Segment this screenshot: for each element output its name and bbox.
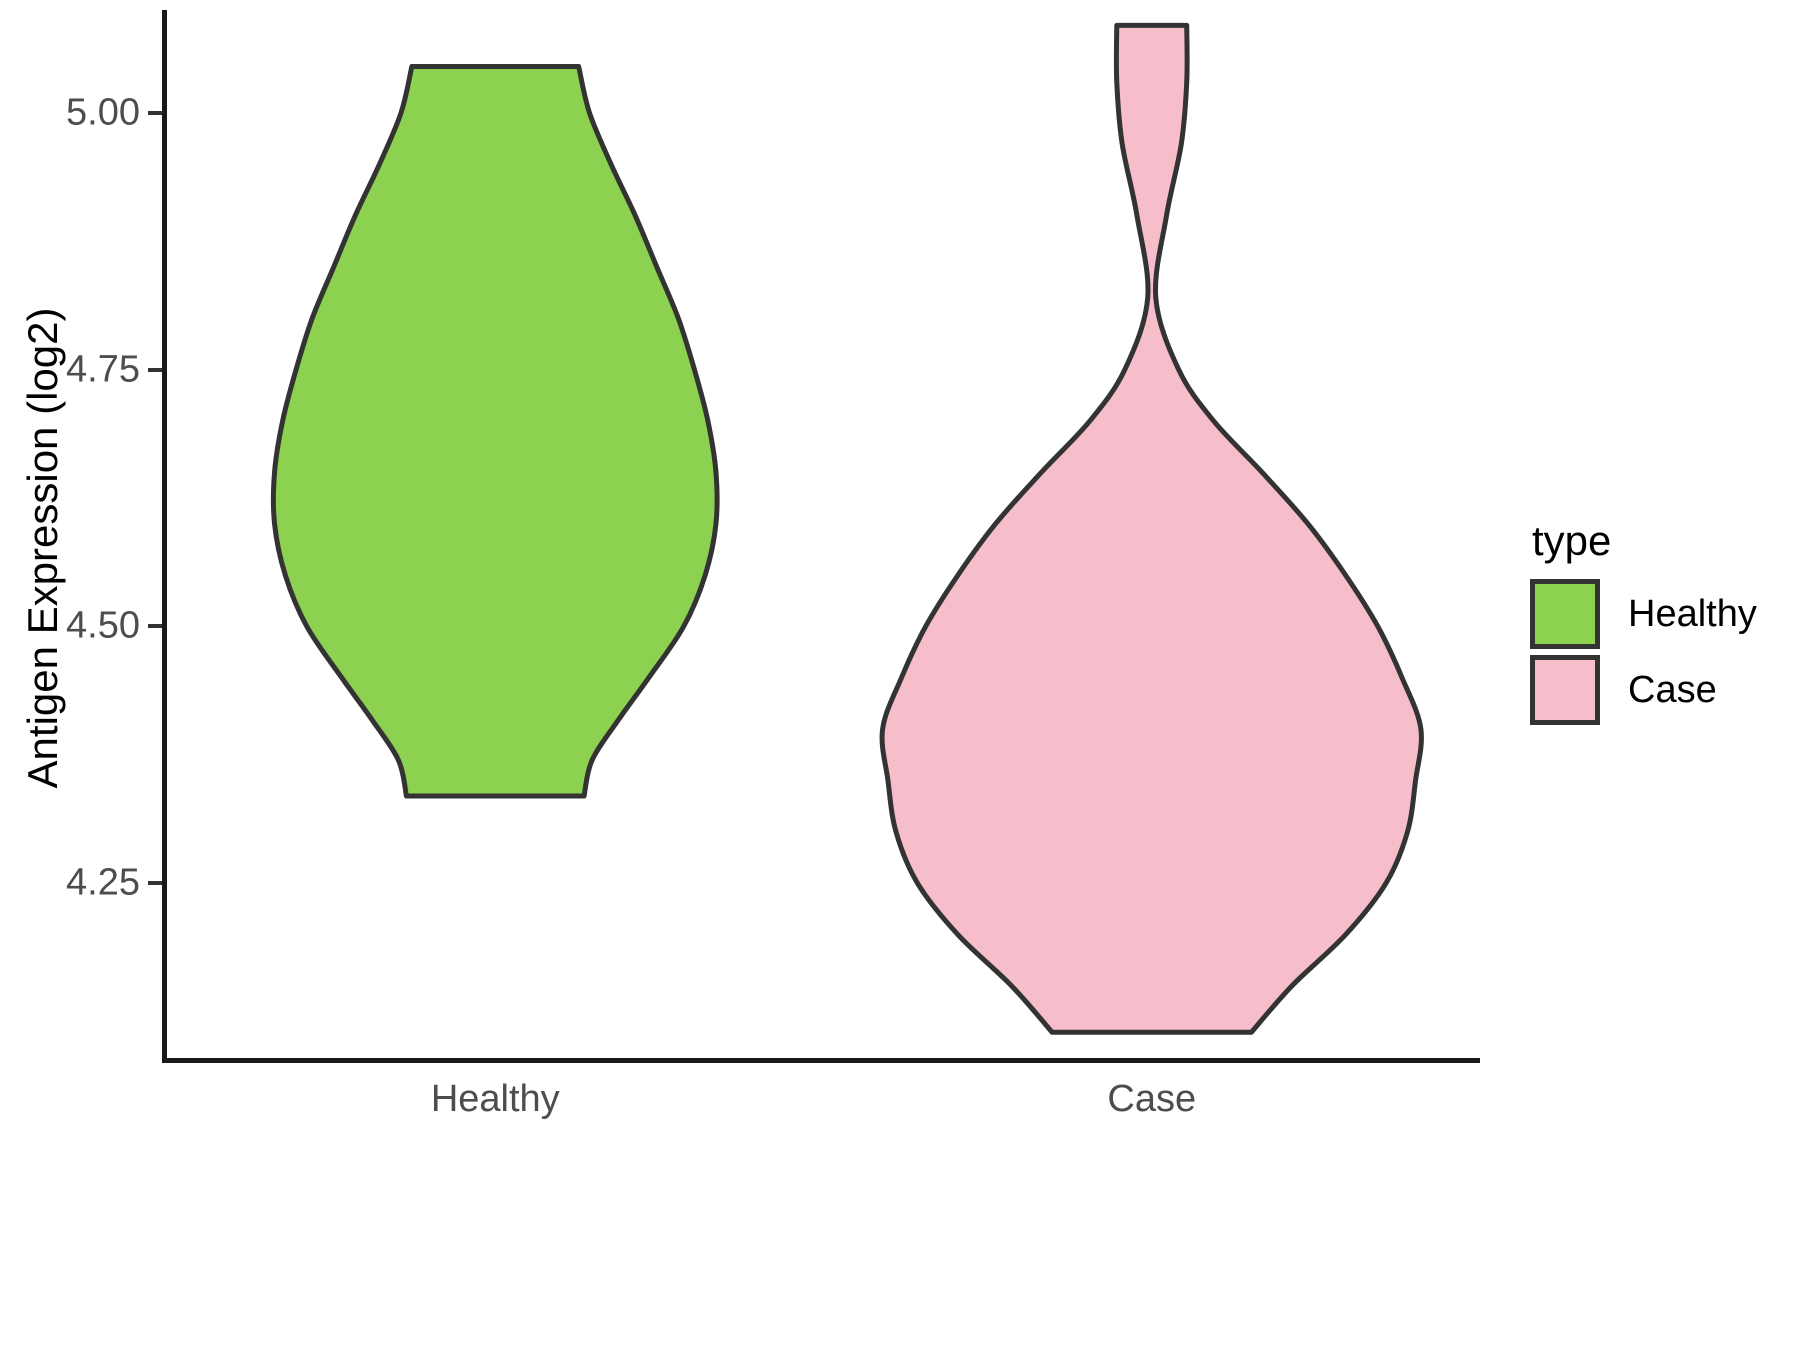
violin-healthy (270, 64, 720, 799)
legend-label-healthy: Healthy (1628, 592, 1757, 635)
y-axis-tick-mark (148, 367, 162, 372)
y-axis-tick-label: 4.50 (66, 604, 140, 647)
x-axis-tick-label-case: Case (1107, 1078, 1197, 1120)
violin-shapes (270, 22, 1424, 1035)
y-axis-tick-mark (148, 881, 162, 886)
legend-title: type (1532, 517, 1612, 564)
y-axis-tick-label: 5.00 (66, 91, 140, 134)
legend: type Healthy Case (1530, 520, 1790, 728)
plot-panel (167, 10, 1480, 1058)
x-axis-line (162, 1058, 1480, 1063)
legend-swatch-healthy (1530, 579, 1600, 649)
y-axis-line (162, 10, 167, 1060)
y-axis-tick-label: 4.75 (66, 348, 140, 391)
legend-entries: Healthy Case (1530, 576, 1790, 728)
y-axis-tick-mark (148, 110, 162, 115)
legend-item-case[interactable]: Case (1530, 652, 1790, 728)
y-axis-tick-mark (148, 624, 162, 629)
x-axis-tick-label-healthy: Healthy (430, 1078, 560, 1120)
legend-label-case: Case (1628, 668, 1717, 711)
y-axis-tick-label: 4.25 (66, 861, 140, 904)
legend-item-healthy[interactable]: Healthy (1530, 576, 1790, 652)
legend-swatch-case (1530, 655, 1600, 725)
y-axis-tick-group: 4.25 4.50 4.75 5.00 (0, 0, 162, 1350)
violin-case (879, 22, 1424, 1035)
